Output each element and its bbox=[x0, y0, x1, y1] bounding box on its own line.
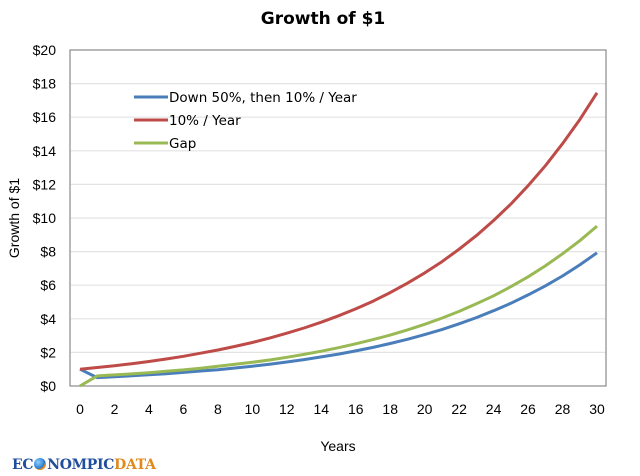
x-tick-label: 14 bbox=[313, 401, 329, 417]
x-tick-label: 28 bbox=[555, 401, 571, 417]
y-axis-label: Growth of $1 bbox=[6, 178, 22, 258]
legend-item: Gap bbox=[134, 136, 196, 152]
y-tick-label: $10 bbox=[33, 210, 57, 226]
econompicdata-logo: EC NOMPICDATA bbox=[12, 457, 156, 473]
y-tick-label: $0 bbox=[40, 378, 56, 394]
series-line-down-50-then-10-year bbox=[79, 251, 598, 380]
logo-text-data: DATA bbox=[114, 457, 156, 473]
series-line-10-year bbox=[79, 91, 599, 371]
x-tick-label: 2 bbox=[111, 401, 119, 417]
x-tick-label: 26 bbox=[520, 401, 536, 417]
legend-item: Down 50%, then 10% / Year bbox=[134, 90, 357, 106]
plot-area bbox=[69, 49, 607, 387]
x-tick-label: 16 bbox=[348, 401, 364, 417]
x-axis-ticks: 0 2 4 6 8 10 12 14 16 18 20 22 24 26 28 30 bbox=[76, 401, 605, 417]
gridlines bbox=[70, 82, 606, 353]
y-tick-label: $8 bbox=[40, 244, 56, 260]
y-tick-label: $2 bbox=[40, 344, 56, 360]
x-tick-label: 22 bbox=[451, 401, 467, 417]
x-tick-label: 24 bbox=[486, 401, 502, 417]
y-tick-label: $14 bbox=[33, 143, 57, 159]
chart-title: Growth of $1 bbox=[261, 9, 386, 29]
y-tick-label: $20 bbox=[33, 42, 57, 58]
legend-label: Gap bbox=[169, 136, 196, 152]
x-tick-label: 20 bbox=[417, 401, 433, 417]
y-tick-label: $6 bbox=[40, 277, 56, 293]
x-tick-label: 12 bbox=[279, 401, 295, 417]
x-tick-label: 10 bbox=[245, 401, 261, 417]
y-tick-label: $12 bbox=[33, 176, 57, 192]
y-tick-label: $18 bbox=[33, 76, 57, 92]
series-lines bbox=[79, 91, 599, 388]
x-tick-label: 4 bbox=[145, 401, 153, 417]
x-tick-label: 18 bbox=[382, 401, 398, 417]
legend-label: 10% / Year bbox=[169, 113, 241, 129]
series-line-gap bbox=[79, 224, 598, 388]
y-tick-label: $16 bbox=[33, 109, 57, 125]
y-tick-label: $4 bbox=[40, 311, 56, 327]
legend-label: Down 50%, then 10% / Year bbox=[169, 90, 357, 106]
legend-item: 10% / Year bbox=[134, 113, 241, 129]
x-tick-label: 30 bbox=[589, 401, 605, 417]
x-axis-label: Years bbox=[320, 438, 355, 454]
logo-text-ec: EC bbox=[12, 457, 34, 473]
legend: Down 50%, then 10% / Year 10% / Year Gap bbox=[134, 90, 357, 152]
y-axis-ticks: $0 $2 $4 $6 $8 $10 $12 $14 $16 $18 $20 bbox=[33, 42, 57, 394]
logo-text-nompic: NOMPIC bbox=[47, 457, 115, 473]
x-tick-label: 6 bbox=[180, 401, 188, 417]
x-tick-label: 8 bbox=[214, 401, 222, 417]
globe-icon bbox=[34, 458, 47, 470]
x-tick-label: 0 bbox=[76, 401, 84, 417]
